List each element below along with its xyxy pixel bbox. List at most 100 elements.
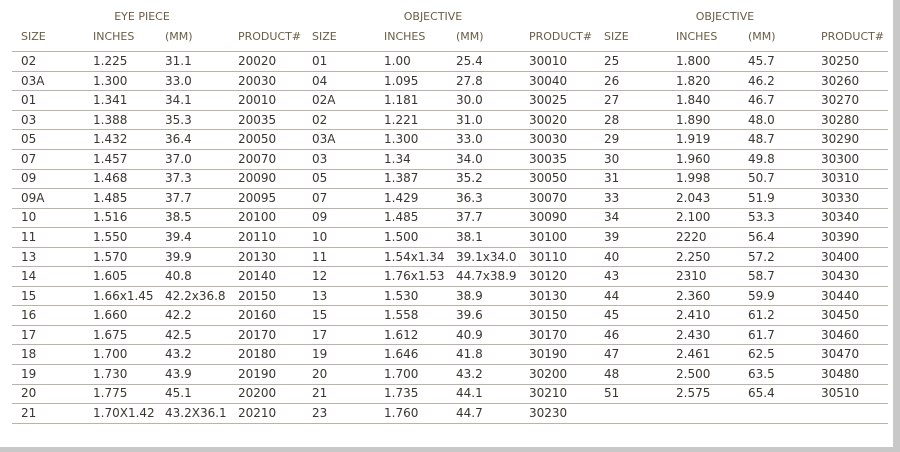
cell: 20030 <box>238 73 277 88</box>
column-header: PRODUCT# <box>238 30 302 43</box>
cell: 1.840 <box>676 93 711 108</box>
cell: 30.0 <box>456 93 483 108</box>
cell: 30300 <box>821 151 860 166</box>
cell: 30510 <box>821 386 860 401</box>
cell: 31 <box>604 171 620 186</box>
cell: 30400 <box>821 249 860 264</box>
cell: 20160 <box>238 308 277 323</box>
cell: 33.0 <box>165 73 192 88</box>
cell: 07 <box>21 151 37 166</box>
cell: 09A <box>21 190 45 205</box>
cell: 40.9 <box>456 327 483 342</box>
cell: 39.6 <box>456 308 483 323</box>
cell: 1.485 <box>93 190 128 205</box>
cell: 35.2 <box>456 171 483 186</box>
cell: 2.575 <box>676 386 711 401</box>
cell: 45.7 <box>748 54 775 68</box>
cell: 37.0 <box>165 151 192 166</box>
cell: 1.181 <box>384 93 419 108</box>
cell: 1.500 <box>384 229 419 244</box>
cell: 14 <box>21 269 37 284</box>
cell: 38.5 <box>165 210 192 225</box>
cell: 1.730 <box>93 366 128 381</box>
row-line <box>12 403 888 404</box>
cell: 11 <box>21 229 37 244</box>
cell: 30460 <box>821 327 860 342</box>
cell: 13 <box>21 249 37 264</box>
cell: 30 <box>604 151 620 166</box>
cell: 09 <box>312 210 328 225</box>
cell: 04 <box>312 73 328 88</box>
column-header: SIZE <box>604 30 629 43</box>
cell: 2.410 <box>676 308 711 323</box>
cell: 1.919 <box>676 132 711 147</box>
row-line <box>12 129 888 130</box>
cell: 39.1x34.0 <box>456 249 517 264</box>
cell: 2.500 <box>676 366 711 381</box>
row-line <box>12 384 888 385</box>
cell: 39 <box>604 229 620 244</box>
cell: 20100 <box>238 210 277 225</box>
row-line <box>12 286 888 287</box>
cell: 1.700 <box>384 366 419 381</box>
cell: 30010 <box>529 54 568 68</box>
cell: 03 <box>312 151 328 166</box>
cell: 30025 <box>529 93 568 108</box>
cell: 30440 <box>821 288 860 303</box>
cell: 59.9 <box>748 288 775 303</box>
cell: 48.7 <box>748 132 775 147</box>
cell: 47 <box>604 347 620 362</box>
column-header: INCHES <box>384 30 426 43</box>
cell: 30030 <box>529 132 568 147</box>
cell: 20170 <box>238 327 277 342</box>
cell: 26 <box>604 73 620 88</box>
cell: 1.530 <box>384 288 419 303</box>
cell: 02 <box>312 112 328 127</box>
cell: 45 <box>604 308 620 323</box>
cell: 1.800 <box>676 54 711 68</box>
cell: 46 <box>604 327 620 342</box>
cell: 2.360 <box>676 288 711 303</box>
cell: 02 <box>21 54 37 68</box>
cell: 30330 <box>821 190 860 205</box>
cell: 20210 <box>238 405 277 420</box>
cell: 46.7 <box>748 93 775 108</box>
cell: 1.960 <box>676 151 711 166</box>
cell: 30100 <box>529 229 568 244</box>
row-line <box>12 305 888 306</box>
cell: 30480 <box>821 366 860 381</box>
cell: 1.775 <box>93 386 128 401</box>
cell: 09 <box>21 171 37 186</box>
cell: 23 <box>312 405 328 420</box>
cell: 1.890 <box>676 112 711 127</box>
cell: 43.2 <box>456 366 483 381</box>
cell: 20110 <box>238 229 277 244</box>
cell: 65.4 <box>748 386 775 401</box>
cell: 10 <box>312 229 328 244</box>
cell: 56.4 <box>748 229 775 244</box>
cell: 1.998 <box>676 171 711 186</box>
column-header: PRODUCT# <box>529 30 593 43</box>
cell: 20180 <box>238 347 277 362</box>
cell: 58.7 <box>748 269 775 284</box>
cell: 43.2 <box>165 347 192 362</box>
cell: 13 <box>312 288 328 303</box>
cell: 07 <box>312 190 328 205</box>
column-header: PRODUCT# <box>821 30 885 43</box>
cell: 20090 <box>238 171 277 186</box>
cell: 03 <box>21 112 37 127</box>
cell: 43.9 <box>165 366 192 381</box>
cell: 20 <box>312 366 328 381</box>
cell: 30170 <box>529 327 568 342</box>
row-line <box>12 208 888 209</box>
cell: 1.221 <box>384 112 419 127</box>
cell: 29 <box>604 132 620 147</box>
cell: 2.430 <box>676 327 711 342</box>
cell: 30130 <box>529 288 568 303</box>
cell: 37.7 <box>456 210 483 225</box>
cell: 03A <box>21 73 45 88</box>
cell: 44 <box>604 288 620 303</box>
cell: 02A <box>312 93 336 108</box>
cell: 30090 <box>529 210 568 225</box>
row-line <box>12 169 888 170</box>
